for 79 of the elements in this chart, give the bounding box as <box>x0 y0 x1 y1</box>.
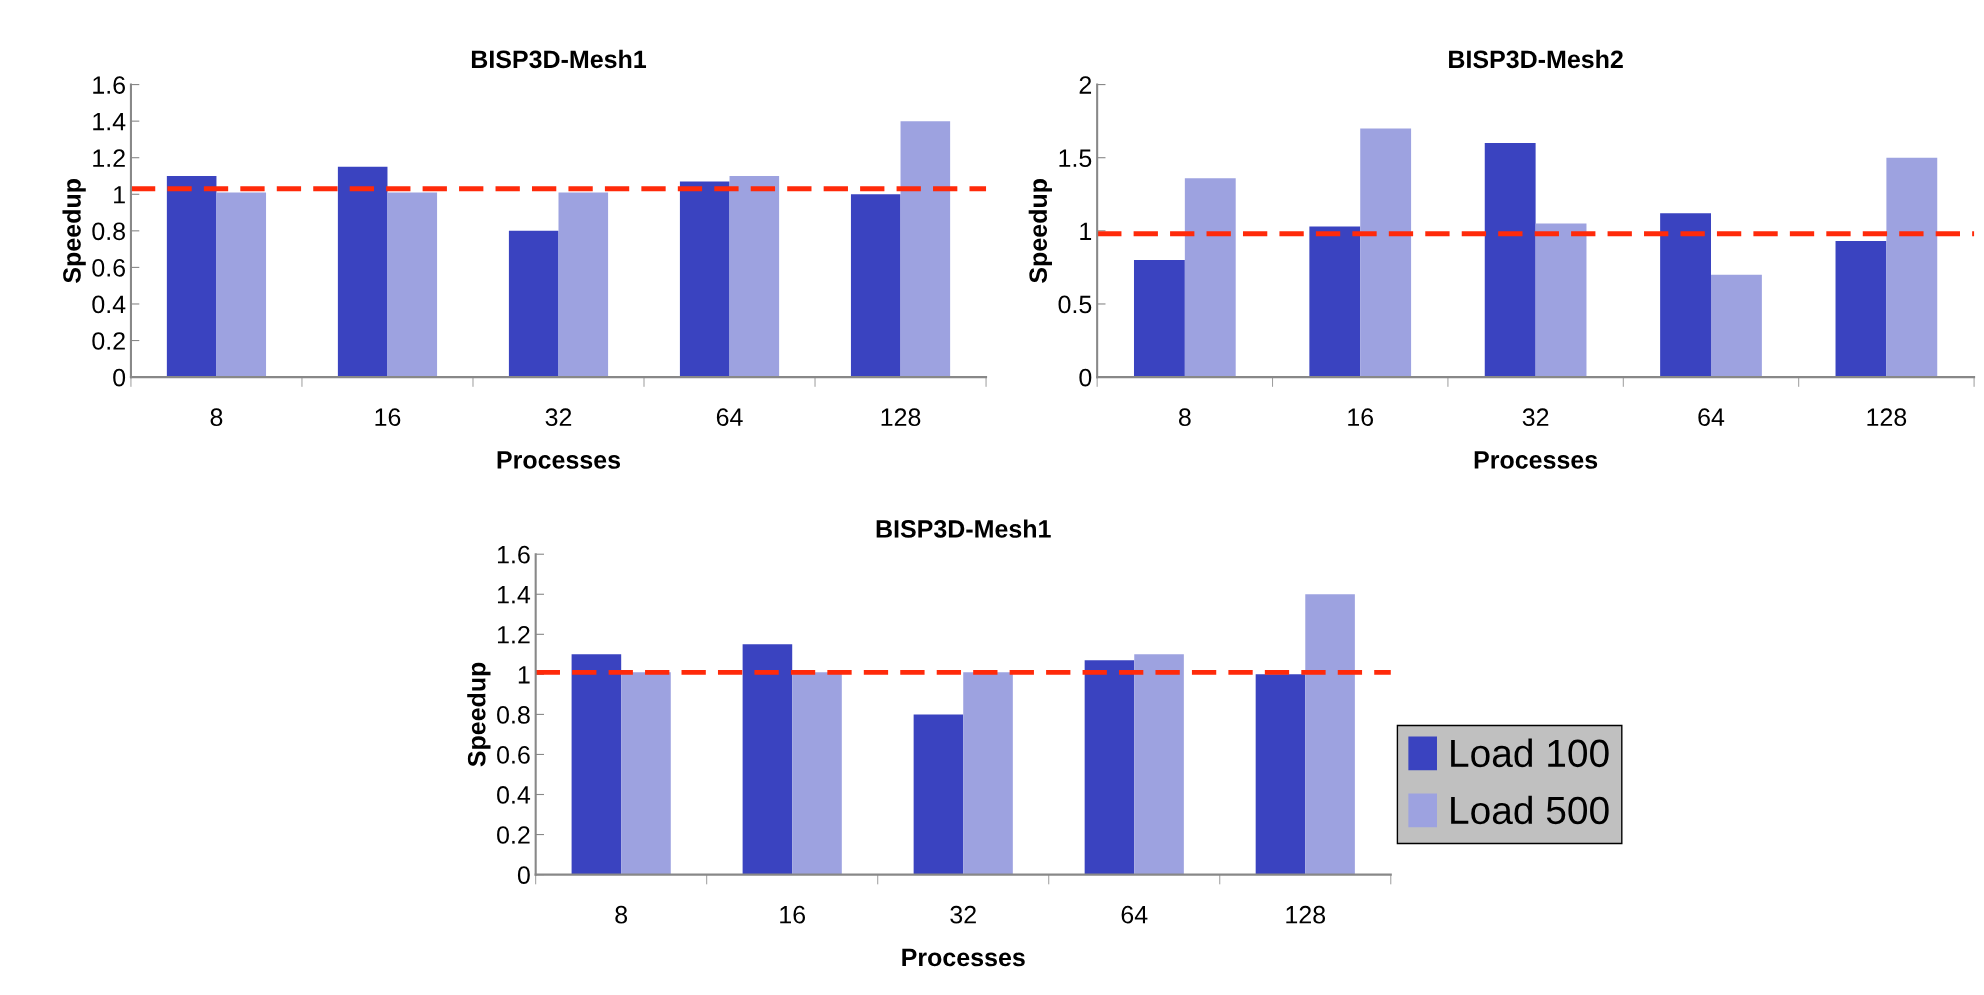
bar <box>1309 226 1361 378</box>
legend-label: Load 100 <box>1451 738 1609 768</box>
y-tick-label: 1.4 <box>93 113 126 131</box>
bar <box>1535 223 1587 378</box>
y-tick-label: 1.2 <box>497 625 530 644</box>
y-tick-label: 0 <box>517 866 530 884</box>
bar <box>1134 654 1184 875</box>
x-tick-label: 8 <box>1178 408 1191 427</box>
chart-title: BISP3D-Mesh2 <box>1449 49 1623 69</box>
x-tick-label: 16 <box>375 408 401 427</box>
y-tick-label: 1 <box>114 186 125 204</box>
y-axis-title: Speedup <box>62 179 86 283</box>
bar <box>963 672 1013 875</box>
y-tick-label: 0 <box>113 368 126 387</box>
x-tick-label: 32 <box>1522 408 1549 427</box>
bar <box>729 175 780 378</box>
y-tick-label: 0.8 <box>497 706 530 724</box>
bar <box>850 194 901 378</box>
bar <box>900 121 951 378</box>
y-tick-label: 1 <box>518 666 530 684</box>
bar <box>742 644 793 875</box>
x-tick-label: 128 <box>1867 408 1907 427</box>
x-axis-title: Processes <box>1474 451 1598 469</box>
bar <box>571 654 622 875</box>
x-tick-label: 8 <box>615 905 628 924</box>
y-tick-label: 1.4 <box>497 586 531 604</box>
bar <box>387 192 438 378</box>
bar <box>1184 178 1236 378</box>
bar <box>792 672 842 875</box>
x-tick-label: 16 <box>1348 408 1374 427</box>
bar <box>166 175 217 378</box>
bar <box>1133 260 1185 378</box>
y-tick-label: 0.2 <box>497 826 530 844</box>
bar <box>1084 660 1135 875</box>
bar <box>1835 241 1887 378</box>
y-tick-label: 0.2 <box>92 332 125 350</box>
bar <box>1360 128 1412 378</box>
y-axis-title: Speedup <box>1028 179 1052 283</box>
y-tick-label: 0.4 <box>92 295 126 314</box>
bar <box>1711 274 1762 378</box>
bar <box>1886 157 1938 378</box>
bar <box>1305 594 1355 875</box>
bar <box>508 230 559 378</box>
bar <box>558 192 609 378</box>
x-tick-label: 128 <box>881 408 921 427</box>
y-tick-label: 0 <box>1079 368 1092 387</box>
y-tick-label: 1.6 <box>93 76 125 94</box>
chart-title: BISP3D-Mesh1 <box>876 519 1051 538</box>
x-tick-label: 16 <box>780 905 806 924</box>
x-tick-label: 32 <box>545 408 572 427</box>
y-tick-label: 1.2 <box>93 149 125 167</box>
y-tick-label: 0.6 <box>92 259 125 277</box>
y-tick-label: 0.4 <box>497 786 531 804</box>
y-tick-label: 1 <box>1080 222 1092 240</box>
x-tick-label: 64 <box>1698 408 1725 427</box>
legend-label: Load 500 <box>1451 795 1609 825</box>
y-tick-label: 1.6 <box>497 545 530 564</box>
x-axis-title: Processes <box>902 948 1025 967</box>
bar <box>1255 674 1306 875</box>
y-tick-label: 0.6 <box>497 746 530 764</box>
bar <box>679 181 730 378</box>
x-axis-title: Processes <box>497 451 621 469</box>
bar <box>337 166 388 378</box>
x-tick-label: 64 <box>716 408 743 427</box>
x-tick-label: 8 <box>210 408 223 427</box>
y-tick-label: 0.5 <box>1058 295 1092 314</box>
x-tick-label: 128 <box>1286 905 1326 924</box>
chart-title: BISP3D-Mesh1 <box>471 49 647 69</box>
y-tick-label: 1.5 <box>1059 149 1092 168</box>
bar <box>1660 213 1711 378</box>
bar <box>216 192 267 378</box>
x-tick-label: 32 <box>950 905 976 924</box>
bar <box>1484 143 1536 378</box>
y-tick-label: 2 <box>1079 76 1092 94</box>
x-tick-label: 64 <box>1121 905 1148 924</box>
y-tick-label: 0.8 <box>92 222 125 241</box>
y-axis-title: Speedup <box>467 662 491 767</box>
bar <box>913 714 964 875</box>
bar <box>621 672 671 875</box>
